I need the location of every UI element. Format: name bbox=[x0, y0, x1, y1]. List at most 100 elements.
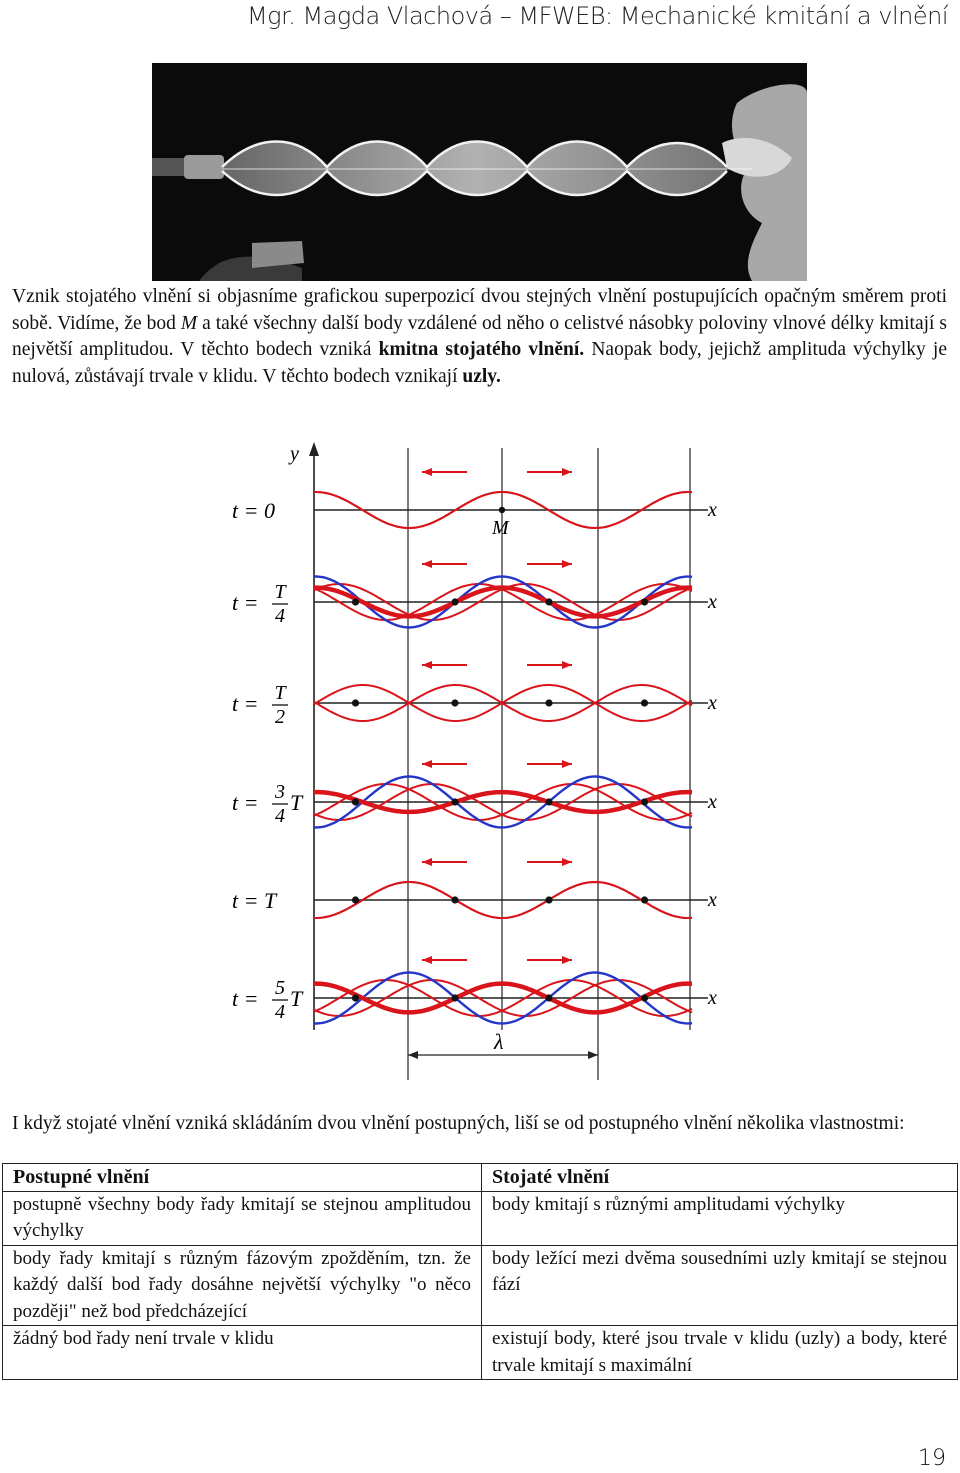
table-row: body řady kmitají s různým fázovým zpožd… bbox=[2, 1244, 958, 1326]
node-point bbox=[640, 798, 649, 806]
table-cell: body řady kmitají s různým fázovým zpožd… bbox=[2, 1244, 482, 1326]
wavelength-label: λ bbox=[493, 1029, 504, 1054]
node-point bbox=[640, 896, 649, 904]
arrow-left-head-icon bbox=[422, 760, 432, 768]
comparison-table: Postupné vlnění Stojaté vlnění postupně … bbox=[2, 1163, 958, 1380]
time-label: t = bbox=[232, 986, 258, 1011]
node-point bbox=[640, 699, 649, 707]
standing-wave-shape bbox=[314, 789, 693, 815]
intro-paragraph: Vznik stojatého vlnění si objasníme graf… bbox=[12, 284, 947, 390]
node-point bbox=[451, 598, 459, 606]
time-label: t = 0 bbox=[232, 498, 275, 523]
table-cell: body ležící mezi dvěma sousedními uzly k… bbox=[481, 1244, 958, 1326]
node-point bbox=[545, 699, 553, 707]
standing-wave-shape bbox=[314, 981, 693, 1015]
antinode-point bbox=[498, 506, 506, 514]
page-number: 19 bbox=[918, 1446, 946, 1471]
photo-illustration bbox=[152, 63, 807, 281]
node-term: uzly. bbox=[462, 365, 501, 387]
table-row: postupně všechny body řady kmitají se st… bbox=[2, 1190, 958, 1246]
arrow-left-head-icon bbox=[422, 468, 432, 476]
wave-to-right bbox=[313, 684, 693, 722]
node-point bbox=[545, 994, 553, 1002]
resultant-wave bbox=[313, 575, 693, 629]
x-axis-label: x bbox=[707, 987, 717, 1009]
node-point bbox=[351, 598, 360, 606]
comparison-intro: I když stojaté vlnění vzniká skládáním d… bbox=[12, 1113, 905, 1134]
table-header-row: Postupné vlnění Stojaté vlnění bbox=[2, 1163, 958, 1192]
node-point bbox=[545, 896, 553, 904]
time-label: t = bbox=[232, 691, 258, 716]
time-fraction-denominator: 4 bbox=[275, 1001, 285, 1023]
y-axis-arrow-icon bbox=[309, 442, 319, 456]
node-point bbox=[351, 896, 360, 904]
wavelength-arrow-right-icon bbox=[588, 1051, 598, 1059]
node-point bbox=[451, 994, 459, 1002]
antinode-term: kmitna stojatého vlnění. bbox=[378, 339, 585, 360]
node-point bbox=[545, 598, 553, 606]
header-traveling-wave: Postupné vlnění bbox=[2, 1163, 482, 1192]
x-axis-label: x bbox=[707, 499, 717, 521]
time-step-row: x t = 34T bbox=[232, 760, 717, 829]
node-point bbox=[351, 798, 360, 806]
arrow-right-head-icon bbox=[562, 760, 572, 768]
table-cell: žádný bod řady není trvale v klidu bbox=[2, 1325, 482, 1380]
table-row: žádný bod řady není trvale v klidu exist… bbox=[2, 1325, 958, 1380]
arrow-right-head-icon bbox=[562, 560, 572, 568]
time-label: t = T bbox=[232, 888, 278, 913]
arrow-left-head-icon bbox=[422, 858, 432, 866]
time-label-period: T bbox=[290, 986, 304, 1011]
time-fraction-numerator: T bbox=[274, 581, 287, 603]
node-point bbox=[451, 896, 459, 904]
node-point bbox=[451, 798, 459, 806]
wave-to-left bbox=[314, 880, 693, 919]
node-point bbox=[351, 699, 360, 707]
time-step-row: x t = T bbox=[232, 858, 717, 919]
time-label: t = bbox=[232, 590, 258, 615]
header-standing-wave: Stojaté vlnění bbox=[481, 1163, 958, 1192]
resultant-wave bbox=[313, 775, 693, 829]
x-axis-label: x bbox=[707, 591, 717, 613]
arrow-right-head-icon bbox=[562, 858, 572, 866]
node-point bbox=[351, 994, 360, 1002]
node-point bbox=[545, 798, 553, 806]
wave-to-left bbox=[314, 491, 693, 530]
time-step-row: x t = 54T bbox=[232, 956, 717, 1025]
resultant-wave bbox=[313, 971, 693, 1025]
point-m-label: M bbox=[180, 312, 198, 334]
node-point bbox=[640, 994, 649, 1002]
arrow-left-head-icon bbox=[422, 560, 432, 568]
arrow-left-head-icon bbox=[422, 956, 432, 964]
arrow-right-head-icon bbox=[562, 468, 572, 476]
time-fraction-denominator: 4 bbox=[275, 805, 285, 827]
table-cell: existují body, které jsou trvale v klidu… bbox=[481, 1325, 958, 1380]
arrow-left-head-icon bbox=[422, 661, 432, 669]
time-fraction-numerator: T bbox=[274, 682, 287, 704]
wave-to-left bbox=[313, 684, 693, 722]
standing-wave-shape bbox=[314, 585, 693, 619]
x-axis-label: x bbox=[707, 889, 717, 911]
time-fraction-denominator: 2 bbox=[275, 706, 285, 728]
time-fraction-numerator: 3 bbox=[274, 781, 285, 803]
table-cell: postupně všechny body řady kmitají se st… bbox=[2, 1190, 482, 1246]
point-m-label: M bbox=[491, 517, 510, 539]
time-step-row: x t = 0 M bbox=[232, 468, 717, 539]
time-label: t = bbox=[232, 790, 258, 815]
node-point bbox=[640, 598, 649, 606]
standing-wave-photo bbox=[152, 63, 807, 281]
arrow-right-head-icon bbox=[562, 956, 572, 964]
intro-text-1: Vznik stojatého vlnění si objasníme graf… bbox=[12, 286, 947, 334]
page-header: Mgr. Magda Vlachová – MFWEB: Mechanické … bbox=[246, 2, 949, 30]
x-axis-label: x bbox=[707, 692, 717, 714]
time-label-period: T bbox=[290, 790, 304, 815]
wavelength-arrow-left-icon bbox=[408, 1051, 418, 1059]
time-fraction-denominator: 4 bbox=[275, 605, 285, 627]
table-cell: body kmitají s různými amplitudami výchy… bbox=[481, 1190, 958, 1246]
arrow-right-head-icon bbox=[562, 661, 572, 669]
intro-text-3: Naopak body, jejichž amplituda výchylky … bbox=[12, 339, 947, 387]
y-axis-label: y bbox=[288, 443, 299, 465]
node-point bbox=[451, 699, 459, 707]
time-step-row: x t = T4 bbox=[232, 560, 717, 629]
time-fraction-numerator: 5 bbox=[275, 977, 285, 999]
